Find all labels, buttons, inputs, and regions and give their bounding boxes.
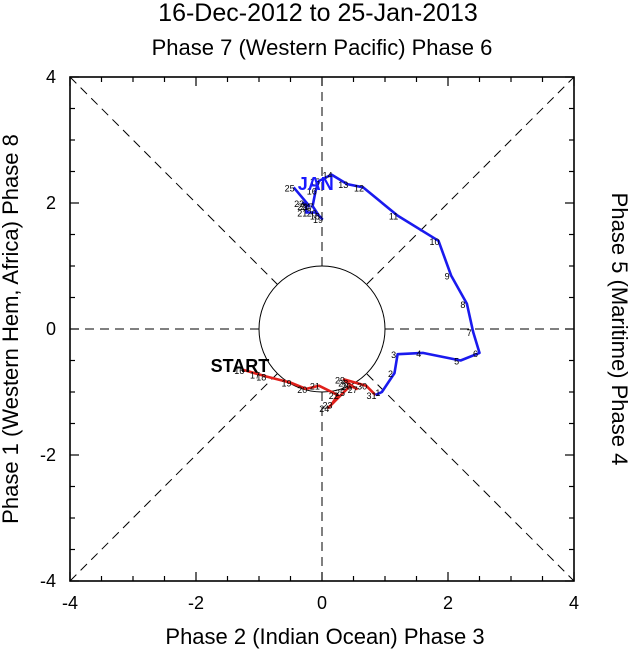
day-label: 4 (416, 349, 421, 359)
day-label: 21 (297, 208, 307, 218)
day-label: 28 (338, 379, 348, 389)
x-tick-label: 2 (443, 593, 453, 613)
day-label: 22 (329, 391, 339, 401)
day-label: 25 (335, 388, 345, 398)
day-label: 24 (300, 202, 310, 212)
day-label: 24 (319, 404, 329, 414)
day-label: 11 (389, 212, 398, 222)
x-tick-label: -2 (188, 593, 204, 613)
y-tick-label: -4 (40, 571, 56, 591)
y-tick-label: 2 (46, 193, 56, 213)
day-label: 23 (294, 199, 304, 209)
y-axis-label-left: Phase 1 (Western Hem, Africa) Phase 8 (0, 134, 23, 524)
day-label: 29 (335, 375, 345, 385)
day-label: 15 (310, 177, 320, 187)
day-label: 30 (357, 382, 367, 392)
diagonal-guide-line (69, 76, 575, 582)
series-line-january (292, 173, 481, 397)
day-label: 12 (354, 183, 364, 193)
chart-subtitle-top-axis: Phase 7 (Western Pacific) Phase 6 (152, 35, 493, 60)
series-line-december (242, 368, 377, 410)
day-label: 3 (391, 350, 396, 360)
day-label: 17 (250, 370, 260, 380)
x-tick-label: 4 (569, 593, 579, 613)
day-label: 8 (460, 300, 465, 310)
day-label: 2 (388, 369, 393, 379)
day-label: 17 (304, 202, 314, 212)
start-label: START (211, 356, 270, 376)
day-label: 19 (313, 215, 323, 225)
day-label: 7 (467, 328, 472, 338)
x-axis-label: Phase 2 (Indian Ocean) Phase 3 (165, 624, 484, 649)
day-label: 18 (256, 372, 266, 382)
day-label: 18 (310, 212, 320, 222)
month-label: JAN (298, 174, 334, 194)
day-label: 31 (367, 391, 377, 401)
y-tick-label: 4 (46, 67, 56, 87)
day-label: 1 (375, 388, 380, 398)
day-label: 26 (341, 382, 351, 392)
day-label: 6 (473, 349, 478, 359)
day-label: 22 (297, 202, 307, 212)
day-label: 25 (285, 183, 295, 193)
day-label: 21 (310, 382, 320, 392)
unit-circle (258, 265, 386, 393)
day-label: 23 (322, 401, 332, 411)
day-label: 19 (281, 379, 291, 389)
day-label: 16 (234, 366, 244, 376)
y-tick-label: -2 (40, 445, 56, 465)
day-label: 20 (297, 385, 307, 395)
day-label: 13 (338, 180, 348, 190)
y-axis-label-right: Phase 5 (Maritime) Phase 4 (607, 193, 628, 466)
x-tick-label: -4 (62, 593, 78, 613)
day-label: 9 (445, 271, 450, 281)
day-label: 14 (322, 171, 332, 181)
day-label: 16 (307, 186, 317, 196)
x-tick-label: 0 (317, 593, 327, 613)
day-label: 20 (307, 208, 317, 218)
y-tick-label: 0 (46, 319, 56, 339)
diagonal-guide-line (69, 76, 575, 582)
chart-title: 16-Dec-2012 to 25-Jan-2013 (158, 0, 478, 27)
day-label: 5 (454, 357, 459, 367)
day-label: 10 (430, 237, 440, 247)
day-label: 27 (348, 385, 358, 395)
